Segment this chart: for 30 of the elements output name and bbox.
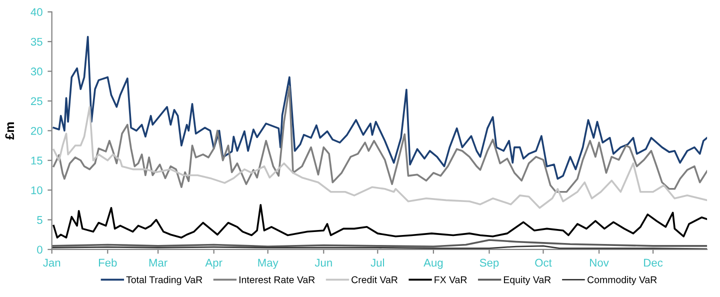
y-tick-label: 25 bbox=[31, 97, 42, 106]
x-tick-label: Dec bbox=[644, 258, 663, 267]
legend-label: Commodity VaR bbox=[588, 276, 657, 286]
y-tick-label: 30 bbox=[30, 68, 42, 76]
x-tick-label: Oct bbox=[535, 258, 552, 267]
legend-label: FX VaR bbox=[434, 276, 467, 284]
x-tick-label: Jun bbox=[314, 258, 332, 267]
legend-label: Interest Rate VaR bbox=[239, 276, 315, 284]
x-tick-label: Jan bbox=[43, 258, 60, 267]
x-tick-label: Apr bbox=[205, 258, 222, 269]
y-tick-label: 10 bbox=[31, 186, 42, 194]
x-tick-label: Sep bbox=[480, 258, 499, 269]
y-axis-title: £m bbox=[5, 122, 14, 140]
y-tick-label: 35 bbox=[30, 38, 42, 46]
x-tick-label: Feb bbox=[98, 258, 117, 267]
line-series bbox=[52, 106, 708, 209]
y-tick-label: 15 bbox=[31, 156, 42, 165]
x-tick-label: Jul bbox=[370, 258, 384, 267]
legend-label: Equity VaR bbox=[504, 276, 551, 286]
y-tick-label: 20 bbox=[31, 126, 42, 135]
y-tick-label: 5 bbox=[37, 216, 42, 224]
y-tick-label: 0 bbox=[37, 246, 42, 254]
x-tick-label: Aug bbox=[424, 258, 443, 269]
y-tick-label: 40 bbox=[30, 8, 42, 16]
legend-label: Credit VaR bbox=[352, 276, 398, 284]
x-tick-label: Nov bbox=[590, 258, 609, 267]
line-series bbox=[52, 204, 708, 239]
x-tick-label: Mar bbox=[149, 258, 168, 267]
x-tick-label: May bbox=[258, 258, 278, 269]
legend-label: Total Trading VaR bbox=[126, 276, 202, 286]
